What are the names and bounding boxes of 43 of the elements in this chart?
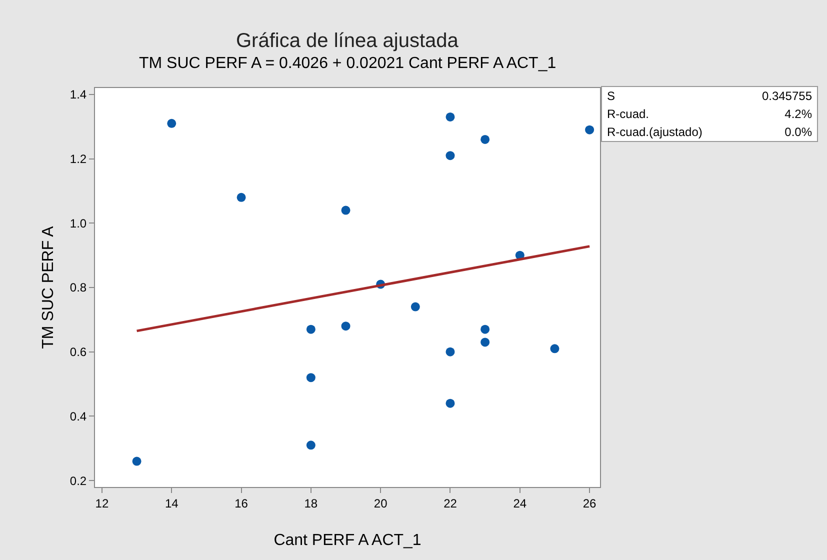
point [446, 347, 455, 356]
point [480, 324, 490, 334]
point [306, 324, 316, 334]
x-tick-label: 22 [444, 496, 458, 510]
point [341, 206, 350, 215]
point [446, 112, 455, 122]
chart-subtitle: TM SUC PERF A = 0.4026 + 0.02021 Cant PERF A ACT_1 [139, 55, 556, 72]
text: 4.2% [784, 106, 813, 123]
point [585, 125, 594, 134]
x-tick-label: 26 [582, 496, 597, 510]
point [480, 338, 490, 347]
point [306, 440, 316, 450]
point [446, 151, 455, 160]
y-tick-label: 0.6 [70, 345, 87, 360]
point [132, 456, 142, 466]
y-axis-title: TM SUC PERF A [40, 226, 57, 349]
x-tick-label: 14 [164, 496, 179, 510]
text: 0.0% [784, 124, 813, 141]
x-tick-label: 16 [234, 496, 248, 510]
y-tick-label: 1.4 [70, 88, 87, 102]
point [306, 373, 316, 382]
x-axis-title: Cant PERF A ACT_1 [274, 532, 422, 549]
point [167, 118, 176, 128]
x-tick-label: 12 [95, 496, 109, 510]
y-tick-label: 0.2 [70, 474, 87, 488]
x-tick-label: 18 [304, 496, 318, 510]
y-tick-label: 0.4 [70, 409, 87, 424]
point [236, 192, 246, 202]
text: R-cuad. [606, 106, 650, 123]
point [410, 302, 420, 312]
point [446, 398, 455, 408]
text: S [606, 88, 616, 105]
x-tick-label: 20 [374, 496, 388, 510]
x-tick-label: 24 [513, 496, 527, 510]
point [480, 134, 490, 144]
y-tick-label: 1.2 [70, 152, 87, 166]
y-tick-label: 1.0 [70, 216, 87, 230]
chart-title: Gráfica de línea ajustada [236, 30, 460, 52]
y-tick-label: 0.8 [70, 280, 87, 295]
point [341, 322, 350, 331]
text: R-cuad.(ajustado) [606, 124, 704, 141]
point [550, 344, 560, 354]
text: 0.345755 [760, 88, 813, 105]
